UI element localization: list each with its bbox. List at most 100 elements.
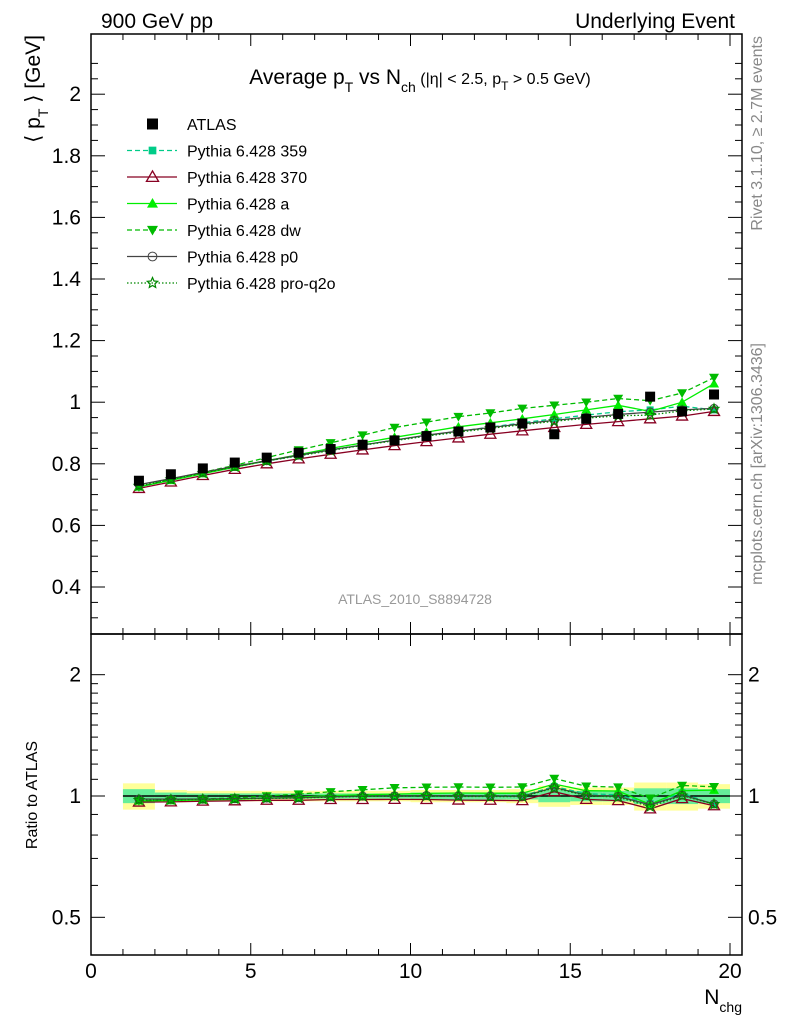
y-tick-label: 0.6 [52, 514, 81, 537]
x-axis-label: Nchg [704, 986, 742, 1015]
ratio-point [420, 789, 433, 802]
main-point [581, 404, 592, 414]
ratio-y-tick-label: 2 [69, 664, 81, 687]
data-point [517, 418, 528, 429]
ratio-point [643, 800, 657, 812]
ratio-y-tick-label-right: 2 [748, 664, 760, 687]
ratio-point [613, 783, 624, 793]
main-point [709, 378, 720, 388]
main-point [548, 414, 561, 427]
y-tick-label: 1.6 [52, 206, 81, 229]
ratio-point [484, 789, 497, 802]
y-tick-label: 0.8 [52, 453, 81, 476]
ratio-frame [90, 633, 743, 956]
legend-entry: ATLAS [147, 117, 237, 134]
mcplots-label: mcplots.cern.ch [arXiv:1306.3436] [749, 343, 766, 585]
header-right: Underlying Event [575, 10, 735, 33]
legend-entry: Pythia 6.428 p0 [127, 250, 298, 267]
main-point [451, 431, 466, 443]
data-point [645, 391, 656, 402]
data-point [165, 469, 176, 480]
data-point [453, 426, 464, 437]
legend-marker [147, 251, 158, 262]
main-point [550, 415, 558, 423]
rivet-label: Rivet 3.1.10, ≥ 2.7M events [749, 36, 766, 231]
ratio-point [675, 789, 689, 801]
legend-label: ATLAS [187, 117, 237, 134]
ratio-point [516, 790, 529, 802]
main-point [677, 397, 688, 406]
ratio-point [453, 783, 464, 792]
x-tick-label: 0 [85, 960, 97, 983]
y-tick-label: 1.2 [52, 330, 81, 353]
legend-entry: Pythia 6.428 359 [127, 144, 307, 161]
x-tick-label: 20 [718, 960, 741, 983]
ratio-point [677, 781, 688, 791]
legend-entry: Pythia 6.428 dw [127, 223, 301, 240]
ratio-point [196, 792, 210, 805]
main-point [549, 409, 560, 419]
legend-marker [147, 225, 158, 236]
ratio-point [164, 793, 178, 806]
ratio-point [581, 782, 592, 792]
ratio-point [580, 789, 593, 801]
data-point [357, 439, 368, 450]
ratio-series [133, 774, 720, 806]
main-point [645, 407, 655, 417]
data-point [229, 457, 240, 468]
main-point [707, 402, 721, 415]
y-tick-label: 1.8 [52, 145, 81, 168]
ratio-point [452, 789, 465, 802]
main-point [709, 373, 720, 383]
legend-entry: Pythia 6.428 a [127, 197, 289, 214]
y-tick-label: 1 [69, 391, 81, 414]
main-series-line [138, 405, 715, 488]
legend-marker [145, 275, 160, 289]
main-series [138, 405, 715, 488]
data-point [325, 444, 336, 455]
ratio-point [228, 792, 241, 805]
x-tick-label: 10 [399, 960, 422, 983]
ratio-point [709, 783, 720, 792]
ratio-point [645, 794, 656, 804]
legend-label: Pythia 6.428 370 [187, 170, 307, 187]
y-tick-label: 0.4 [52, 576, 82, 599]
ratio-point [388, 789, 401, 802]
main-point [581, 398, 592, 408]
legend-label: Pythia 6.428 dw [187, 223, 301, 240]
main-point [611, 414, 625, 427]
legend-label: Pythia 6.428 pro-q2o [187, 276, 336, 293]
data-point [485, 422, 496, 433]
main-point [613, 400, 624, 410]
main-point [485, 409, 496, 418]
ratio-y-tick-label: 0.5 [52, 906, 81, 929]
legend-label: Pythia 6.428 a [187, 197, 289, 214]
ratio-point [324, 790, 337, 803]
analysis-watermark: ATLAS_2010_S8894728 [338, 591, 492, 607]
legend-marker [148, 146, 157, 155]
main-ylabel: ⟨ pT ⟩ [GeV] [22, 35, 51, 143]
ratio-point [548, 781, 561, 794]
data-point [197, 463, 208, 474]
ratio-point [132, 793, 146, 806]
legend-label: Pythia 6.428 p0 [187, 250, 298, 267]
header-left: 900 GeV pp [101, 10, 213, 33]
ratio-point [389, 784, 400, 793]
data-point [549, 429, 560, 440]
data-point [677, 406, 688, 417]
main-point [515, 424, 529, 436]
main-point [389, 423, 400, 433]
ratio-point [710, 801, 718, 809]
ratio-y-tick-label: 1 [69, 785, 81, 808]
x-tick-label: 5 [245, 960, 257, 983]
x-tick-label: 15 [559, 960, 582, 983]
data-point [421, 431, 432, 442]
ratio-y-tick-label-right: 1 [748, 785, 760, 808]
data-point [293, 447, 304, 458]
data-point [581, 413, 592, 424]
ratio-series [132, 781, 721, 812]
chart-title: Average pT vs Nch (|η| < 2.5, pT > 0.5 G… [249, 66, 590, 95]
main-point [483, 427, 498, 439]
main-point [643, 408, 657, 421]
